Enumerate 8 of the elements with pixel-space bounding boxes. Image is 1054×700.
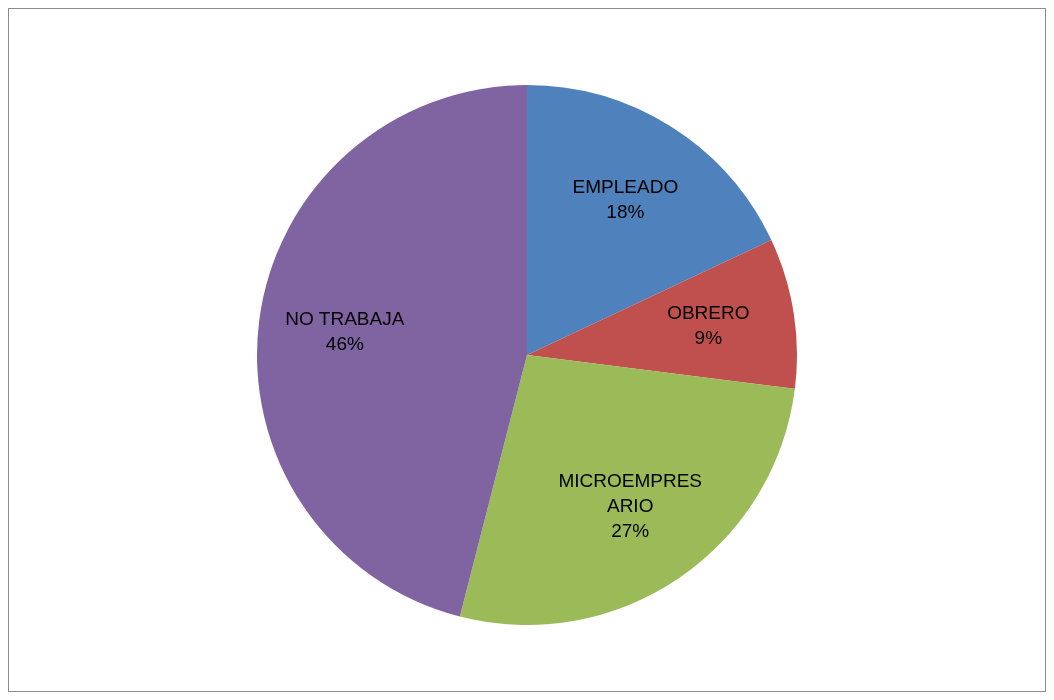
data-label: 9% [694, 327, 723, 349]
slice-label: NO TRABAJA [285, 307, 405, 329]
slice-label: EMPLEADO [572, 175, 679, 197]
data-label: 18% [606, 200, 645, 222]
data-label: 46% [325, 332, 364, 354]
slice-label: MICROEMPRESARIO [558, 470, 702, 517]
slice-label: OBRERO [667, 302, 750, 324]
data-label: 27% [611, 520, 650, 542]
